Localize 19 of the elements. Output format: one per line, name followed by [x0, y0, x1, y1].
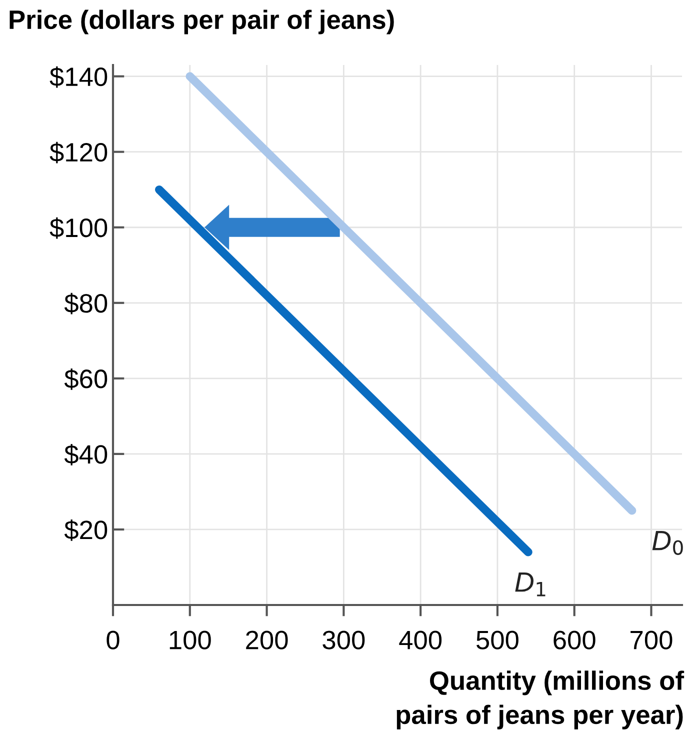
y-tick-label: $80	[64, 292, 108, 314]
y-tick-label: $40	[64, 444, 108, 466]
x-tick-label: 0	[106, 630, 120, 650]
y-axis-title: Price (dollars per pair of jeans)	[10, 10, 394, 34]
y-tick-label: $20	[64, 520, 108, 541]
y-tick-label: $100	[50, 217, 108, 239]
x-tick-label: 400	[399, 630, 442, 650]
x-tick-label: 700	[630, 630, 672, 650]
x-tick-label: 100	[170, 630, 211, 650]
y-tick-label: $140	[50, 66, 108, 88]
y-tick-label: $60	[64, 368, 108, 390]
series-label: D$_{0}$	[652, 531, 683, 555]
series-label: D$_{1}$	[515, 572, 546, 596]
x-tick-label: 600	[554, 630, 596, 650]
x-tick-label: 500	[476, 630, 518, 650]
y-tick-label: $120	[50, 142, 108, 164]
x-tick-label: 300	[322, 630, 365, 650]
x-axis-title: Quantity (millions of pairs of jeans per year)	[396, 670, 684, 730]
x-tick-label: 200	[246, 630, 288, 650]
